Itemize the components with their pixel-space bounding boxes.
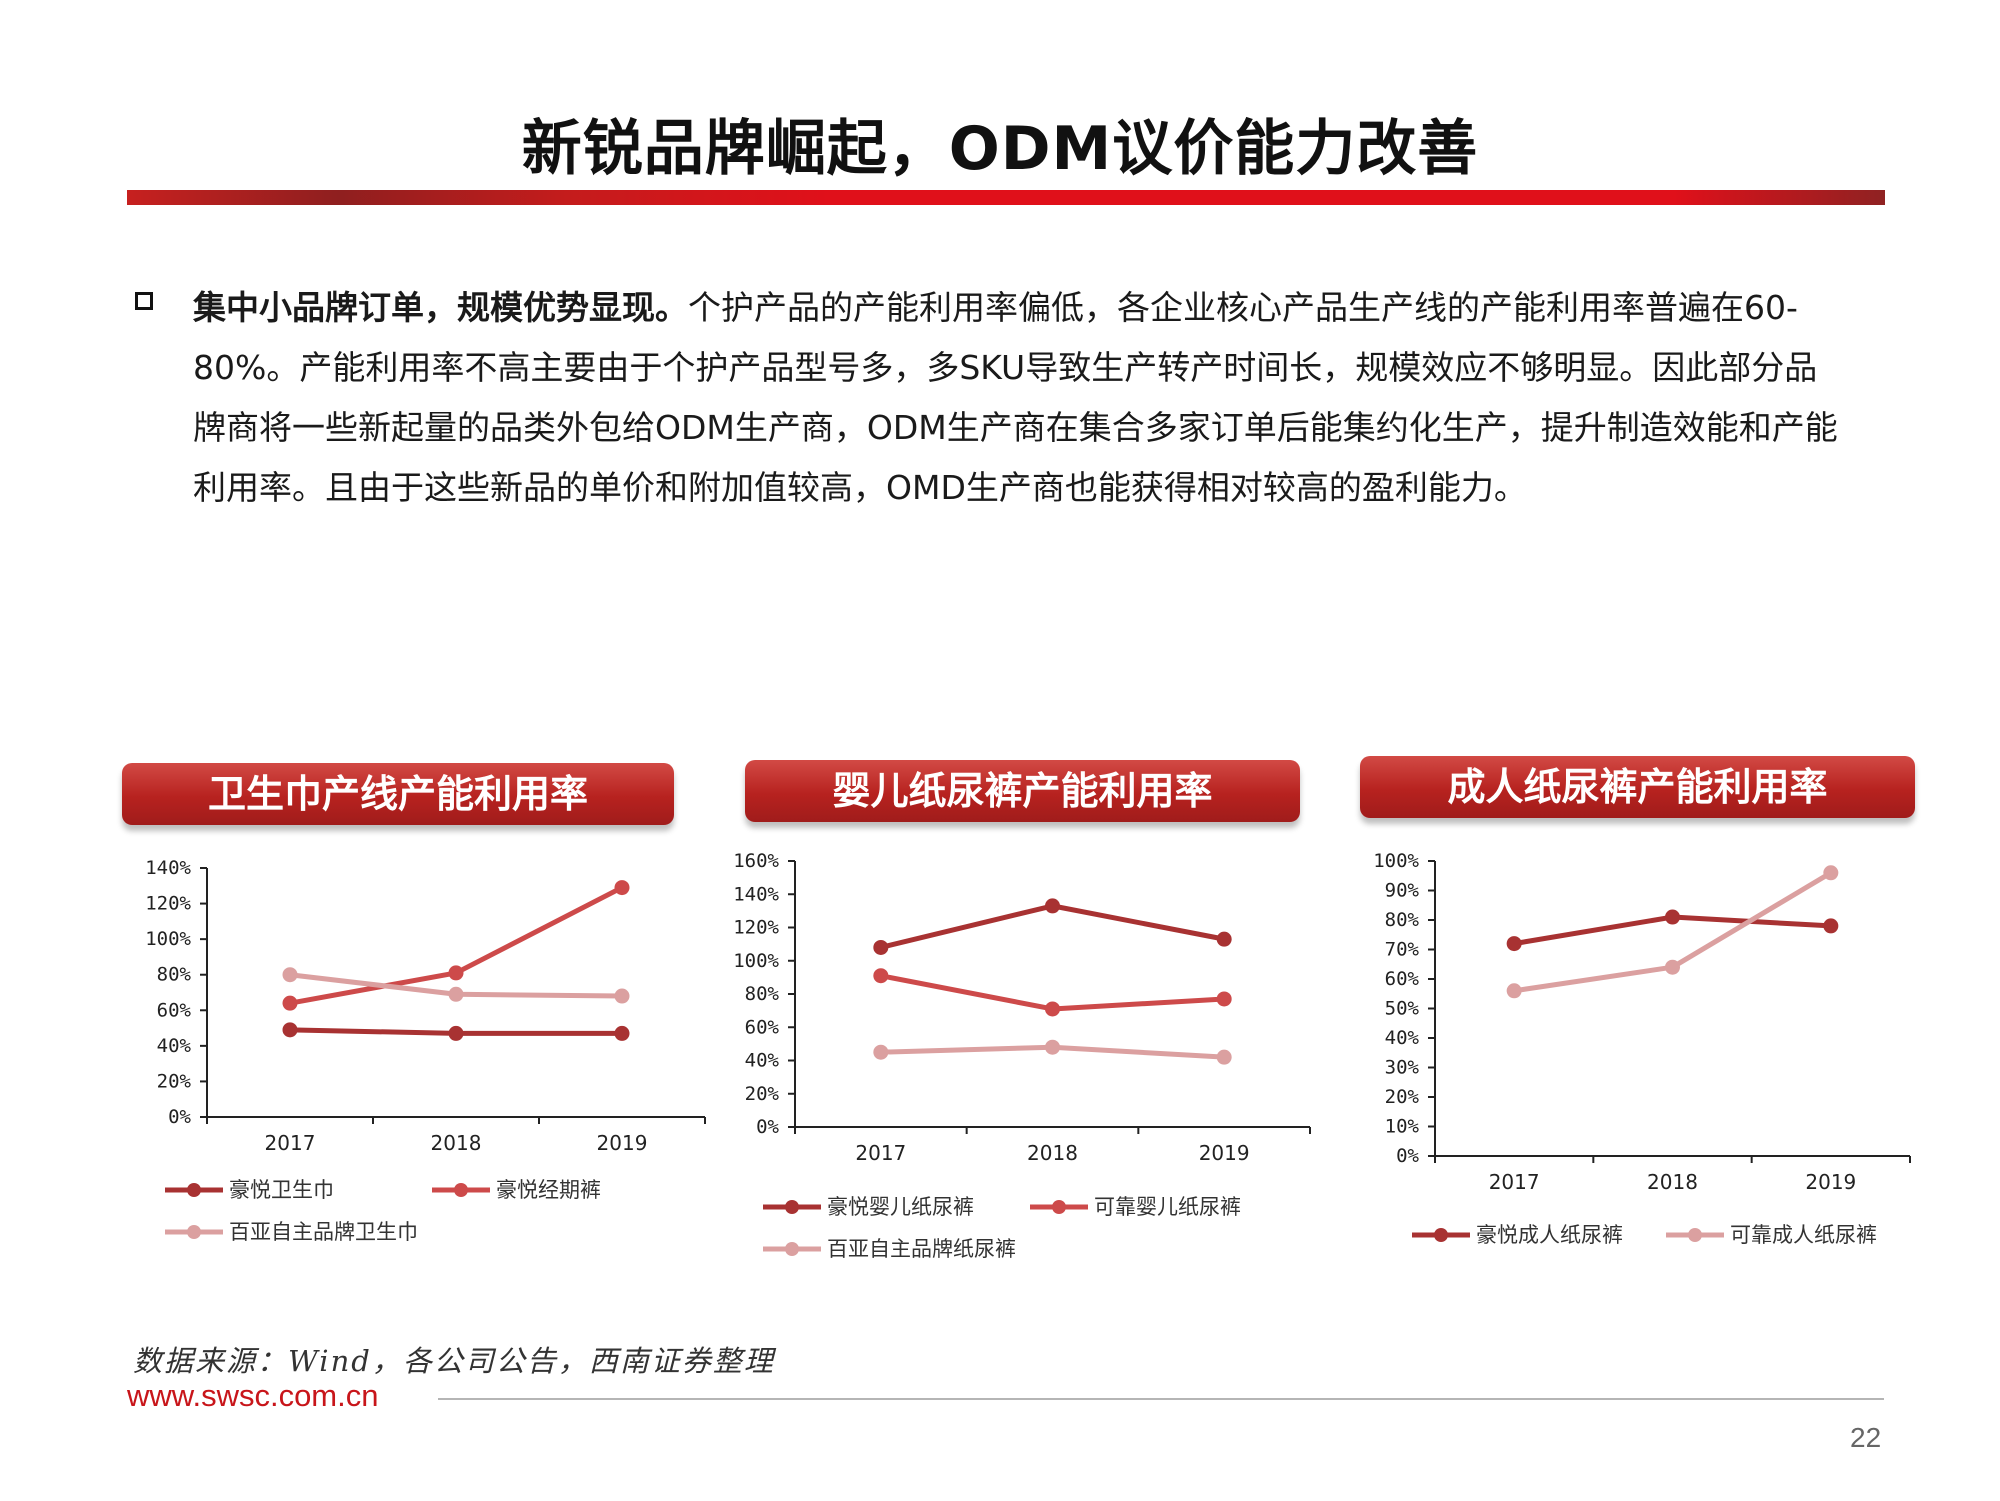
page-title: 新锐品牌崛起，ODM议价能力改善 <box>521 114 1479 184</box>
data-point <box>1506 936 1522 952</box>
y-tick-label: 140% <box>733 883 779 905</box>
y-tick-label: 40% <box>745 1050 780 1072</box>
legend-swatch-marker <box>785 1242 799 1256</box>
data-point <box>448 1025 464 1041</box>
data-point <box>1216 1049 1232 1065</box>
legend-label: 豪悦卫生巾 <box>229 1178 334 1202</box>
body-paragraph: 集中小品牌订单，规模优势显现。个护产品的产能利用率偏低，各企业核心产品生产线的产… <box>130 278 1850 518</box>
data-point <box>1216 991 1232 1007</box>
data-point <box>1665 959 1680 975</box>
legend-label: 豪悦成人纸尿裤 <box>1476 1223 1623 1247</box>
paragraph-body: 个护产品的产能利用率偏低，各企业核心产品生产线的产能利用率普遍在60-80%。产… <box>193 288 1838 507</box>
data-point <box>282 1022 298 1038</box>
legend-label: 豪悦婴儿纸尿裤 <box>827 1195 974 1219</box>
data-point <box>614 1025 630 1041</box>
y-tick-label: 0% <box>168 1106 191 1128</box>
legend-label: 百亚自主品牌卫生巾 <box>229 1220 418 1244</box>
y-tick-label: 80% <box>1385 909 1420 931</box>
x-category-label: 2017 <box>855 1141 906 1165</box>
y-tick-label: 60% <box>1385 968 1420 990</box>
data-point <box>1045 898 1060 914</box>
data-point <box>282 995 298 1011</box>
data-point <box>1823 918 1839 934</box>
y-tick-label: 0% <box>756 1116 779 1138</box>
paragraph-text: 集中小品牌订单，规模优势显现。个护产品的产能利用率偏低，各企业核心产品生产线的产… <box>193 278 1850 518</box>
y-tick-label: 100% <box>1373 850 1419 872</box>
title-underline-bar <box>127 190 1885 205</box>
legend-label: 豪悦经期裤 <box>496 1178 601 1202</box>
y-tick-label: 20% <box>157 1070 192 1092</box>
x-category-label: 2019 <box>1199 1141 1250 1165</box>
x-category-label: 2019 <box>1805 1170 1856 1194</box>
y-tick-label: 80% <box>157 964 192 986</box>
chart-baby-diapers: 0% 20% 40% 60% 80% 100% 120% 140% 160% 2017 2018 20… <box>710 845 1340 1275</box>
y-tick-label: 120% <box>733 917 779 939</box>
paragraph-lead: 集中小品牌订单，规模优势显现。 <box>193 288 688 327</box>
y-tick-label: 40% <box>1385 1027 1420 1049</box>
website-link[interactable]: www.swsc.com.cn <box>127 1378 379 1413</box>
data-point <box>1045 1039 1060 1055</box>
legend-swatch-marker <box>187 1183 201 1197</box>
data-point <box>1216 931 1232 947</box>
checkbox-bullet-icon <box>135 292 153 310</box>
y-tick-label: 40% <box>157 1035 192 1057</box>
chart-svg: 0% 20% 40% 60% 80% 100% 120% 140% 160% 2017 2018 20… <box>733 850 1311 1261</box>
chart-svg: 0% 20% 40% 60% 80% 100% 120% 140% 2017 2018 2019 豪悦… <box>145 857 706 1244</box>
data-source-note: 数据来源：Wind，各公司公告，西南证券整理 <box>133 1344 775 1378</box>
y-tick-label: 160% <box>733 850 779 872</box>
y-tick-label: 50% <box>1385 998 1420 1020</box>
chart-title-adult-diapers: 成人纸尿裤产能利用率 <box>1360 756 1915 818</box>
y-tick-label: 60% <box>745 1016 780 1038</box>
x-category-label: 2019 <box>597 1131 648 1155</box>
data-point <box>282 967 298 983</box>
chart-title-baby-diapers: 婴儿纸尿裤产能利用率 <box>745 760 1300 822</box>
chart-title-sanitary-pads: 卫生巾产线产能利用率 <box>122 763 674 825</box>
y-tick-label: 90% <box>1385 880 1420 902</box>
legend-label: 可靠婴儿纸尿裤 <box>1094 1195 1241 1219</box>
legend-swatch-marker <box>785 1200 799 1214</box>
data-point <box>1665 909 1680 925</box>
y-tick-label: 20% <box>1385 1086 1420 1108</box>
data-point <box>448 986 464 1002</box>
y-tick-label: 0% <box>1396 1145 1419 1167</box>
y-tick-label: 20% <box>745 1083 780 1105</box>
legend-swatch-marker <box>1434 1228 1448 1242</box>
data-point <box>873 939 889 955</box>
data-point <box>448 965 464 981</box>
x-category-label: 2018 <box>431 1131 482 1155</box>
page-number: 22 <box>1850 1422 1882 1453</box>
series-line <box>287 885 625 1006</box>
legend-label: 百亚自主品牌纸尿裤 <box>827 1237 1016 1261</box>
y-tick-label: 140% <box>145 857 191 879</box>
legend-swatch-marker <box>1052 1200 1066 1214</box>
y-tick-label: 70% <box>1385 939 1420 961</box>
y-tick-label: 10% <box>1385 1116 1420 1138</box>
y-tick-label: 120% <box>145 893 191 915</box>
chart-svg: 0% 10% 20% 30% 40% 50% 60% 70% 80% 90% 100% 2017 201… <box>1373 850 1911 1247</box>
y-tick-label: 100% <box>733 950 779 972</box>
chart-adult-diapers: 0% 10% 20% 30% 40% 50% 60% 70% 80% 90% 100% 2017 201… <box>1340 845 1940 1265</box>
x-category-label: 2017 <box>265 1131 316 1155</box>
legend-label: 可靠成人纸尿裤 <box>1730 1223 1877 1247</box>
y-tick-label: 80% <box>745 983 780 1005</box>
legend-swatch-marker <box>1688 1228 1702 1242</box>
y-tick-label: 30% <box>1385 1057 1420 1079</box>
chart-sanitary-pads: 0% 20% 40% 60% 80% 100% 120% 140% 2017 2018 2019 豪悦… <box>120 850 720 1250</box>
footer-divider <box>438 1398 1884 1400</box>
y-tick-label: 60% <box>157 999 192 1021</box>
data-point <box>1823 865 1839 881</box>
x-category-label: 2018 <box>1027 1141 1078 1165</box>
x-category-label: 2017 <box>1489 1170 1540 1194</box>
data-point <box>1045 1001 1060 1017</box>
legend-swatch-marker <box>454 1183 468 1197</box>
data-point <box>614 988 630 1004</box>
data-point <box>614 880 630 896</box>
data-point <box>873 1044 889 1060</box>
y-tick-label: 100% <box>145 928 191 950</box>
data-point <box>873 968 889 984</box>
legend-swatch-marker <box>187 1225 201 1239</box>
data-point <box>1506 983 1522 999</box>
x-category-label: 2018 <box>1647 1170 1698 1194</box>
